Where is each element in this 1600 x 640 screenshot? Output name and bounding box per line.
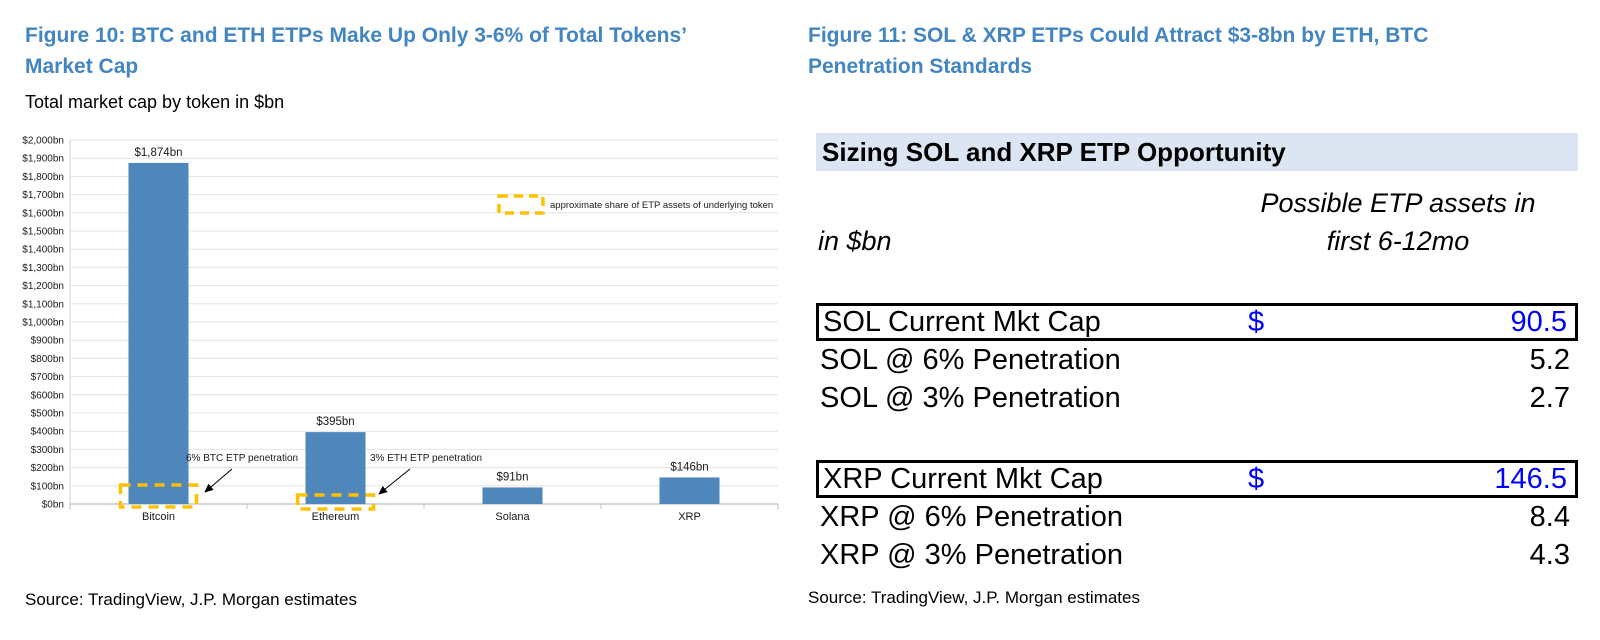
annotation-arrow <box>378 468 411 495</box>
row-value: 5.2 <box>1529 343 1570 376</box>
figure10-source: Source: TradingView, J.P. Morgan estimat… <box>25 590 357 609</box>
figure11-title: Figure 11: SOL & XRP ETPs Could Attract … <box>808 20 1523 82</box>
table-unit-header: in $bn <box>818 226 892 256</box>
legend-label: approximate share of ETP assets of under… <box>550 200 773 211</box>
bar-value-label: $395bn <box>316 416 354 428</box>
y-axis-tick-label: $400bn <box>31 427 64 438</box>
y-axis-tick-label: $1,500bn <box>22 227 64 238</box>
figure11-title-line1: Figure 11: SOL & XRP ETPs Could Attract … <box>808 24 1429 47</box>
y-axis-tick-label: $1,700bn <box>22 190 64 201</box>
bar-value-label: $91bn <box>497 471 529 483</box>
y-axis-tick-label: $0bn <box>42 500 64 511</box>
figure10-title: Figure 10: BTC and ETH ETPs Make Up Only… <box>25 20 740 82</box>
y-axis-tick-label: $1,000bn <box>22 318 64 329</box>
row-value: 4.3 <box>1529 538 1570 571</box>
row-label: SOL @ 3% Penetration <box>820 381 1121 414</box>
row-currency-symbol: $ <box>1248 305 1265 338</box>
row-currency-symbol: $ <box>1248 462 1265 495</box>
y-axis-tick-label: $1,300bn <box>22 263 64 274</box>
etp-table-row: XRP Current Mkt Cap $146.5 <box>816 460 1578 498</box>
y-axis-tick-label: $800bn <box>31 354 64 365</box>
figure10-title-line2: Market Cap <box>25 55 139 78</box>
row-value: 90.5 <box>1510 305 1567 338</box>
market-cap-bar-chart: $0bn $100bn $200bn $300bn $400bn $500bn $600bn… <box>2 123 792 528</box>
row-value: 2.7 <box>1529 381 1570 414</box>
annotation-text: 6% BTC ETP penetration <box>186 453 298 464</box>
figure11-title-line2: Penetration Standards <box>808 55 1033 78</box>
value-header-line1: Possible ETP assets in <box>1260 188 1536 218</box>
bar-bitcoin <box>128 162 189 504</box>
y-axis-tick-label: $1,800bn <box>22 172 64 183</box>
row-label: SOL Current Mkt Cap <box>823 305 1101 338</box>
figure11-source: Source: TradingView, J.P. Morgan estimat… <box>808 588 1140 607</box>
y-axis-tick-label: $100bn <box>31 481 64 492</box>
bar-ethereum <box>305 432 366 504</box>
legend-dashed-box-swatch <box>497 194 545 215</box>
x-axis-category-label: Ethereum <box>312 511 360 523</box>
row-label: XRP @ 3% Penetration <box>820 538 1123 571</box>
etp-table-row: SOL @ 6% Penetration 5.2 <box>816 341 1578 379</box>
row-label: XRP Current Mkt Cap <box>823 462 1103 495</box>
y-axis-tick-label: $200bn <box>31 463 64 474</box>
annotation-arrow <box>204 468 233 493</box>
y-axis-tick-label: $1,200bn <box>22 281 64 292</box>
table-header-band: Sizing SOL and XRP ETP Opportunity <box>816 133 1578 171</box>
etp-table-row: XRP @ 6% Penetration 8.4 <box>816 498 1578 536</box>
x-axis-category-label: XRP <box>678 511 701 523</box>
etp-table-row: SOL Current Mkt Cap $90.5 <box>816 303 1578 341</box>
x-axis-category-label: Solana <box>495 511 530 523</box>
figure11-panel: Figure 11: SOL & XRP ETPs Could Attract … <box>808 0 1578 640</box>
table-value-column-header: Possible ETP assets in first 6-12mo <box>1218 184 1578 260</box>
y-axis-tick-label: $700bn <box>31 372 64 383</box>
bar-xrp <box>659 477 720 504</box>
figure10-title-line1: Figure 10: BTC and ETH ETPs Make Up Only… <box>25 24 687 47</box>
figure10-subtitle: Total market cap by token in $bn <box>25 92 285 112</box>
y-axis-tick-label: $300bn <box>31 445 64 456</box>
etp-sizing-table: SOL Current Mkt Cap $90.5 SOL @ 6% Penetra… <box>816 303 1578 574</box>
y-axis-tick-label: $900bn <box>31 336 64 347</box>
figure10-panel: Figure 10: BTC and ETH ETPs Make Up Only… <box>2 20 792 609</box>
value-header-line2: first 6-12mo <box>1326 226 1470 256</box>
bar-solana <box>482 487 543 504</box>
etp-share-dashed-box-bitcoin <box>118 483 199 509</box>
row-value: 8.4 <box>1529 500 1570 533</box>
y-axis-tick-label: $1,400bn <box>22 245 64 256</box>
etp-table-row: XRP @ 3% Penetration 4.3 <box>816 536 1578 574</box>
y-axis-tick-label: $1,900bn <box>22 154 64 165</box>
market-cap-bar-chart-svg: $0bn $100bn $200bn $300bn $400bn $500bn $600bn… <box>22 136 779 523</box>
annotation-text: 3% ETH ETP penetration <box>370 453 482 464</box>
x-axis-category-label: Bitcoin <box>142 511 175 523</box>
row-label: SOL @ 6% Penetration <box>820 343 1121 376</box>
y-axis-tick-label: $500bn <box>31 409 64 420</box>
row-label: XRP @ 6% Penetration <box>820 500 1123 533</box>
etp-table-row: SOL @ 3% Penetration 2.7 <box>816 379 1578 417</box>
y-axis-tick-label: $1,100bn <box>22 299 64 310</box>
y-axis-tick-label: $600bn <box>31 390 64 401</box>
etp-share-dashed-box-ethereum <box>295 493 376 511</box>
y-axis-tick-label: $2,000bn <box>22 136 64 147</box>
y-axis-tick-label: $1,600bn <box>22 208 64 219</box>
bar-value-label: $146bn <box>670 461 708 473</box>
row-value: 146.5 <box>1494 462 1567 495</box>
bar-value-label: $1,874bn <box>135 147 183 159</box>
table-section-gap <box>816 417 1578 460</box>
